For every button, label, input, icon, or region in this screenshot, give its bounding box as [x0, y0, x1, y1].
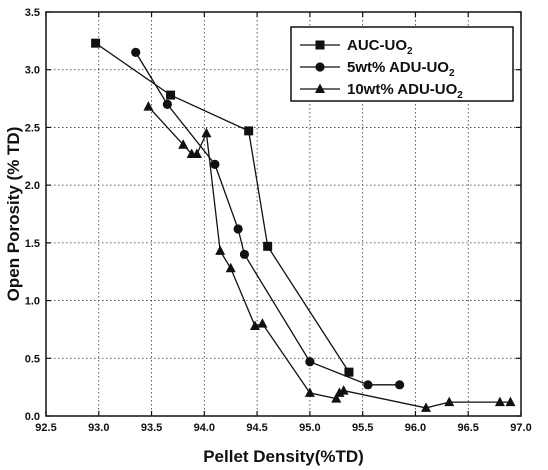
data-point: [257, 318, 268, 328]
data-point: [344, 367, 354, 377]
y-tick-label: 0.5: [25, 353, 40, 365]
data-point: [91, 38, 101, 48]
data-point: [244, 126, 254, 136]
x-axis-title: Pellet Density(%TD): [203, 447, 364, 466]
x-tick-label: 95.5: [352, 422, 373, 434]
legend-marker: [315, 62, 325, 72]
x-tick-label: 93.0: [88, 422, 109, 434]
data-point: [494, 396, 505, 407]
data-point: [331, 393, 342, 403]
series-layer: [91, 38, 516, 412]
y-tick-label: 1.0: [25, 296, 40, 308]
data-point: [363, 380, 373, 390]
x-tick-label: 94.5: [246, 422, 267, 434]
legend-subscript: 2: [449, 68, 455, 79]
legend-entry: 5wt% ADU-UO2: [300, 59, 455, 79]
plot-area: [45, 11, 522, 417]
series-triangle: [143, 101, 516, 412]
data-point: [143, 101, 154, 111]
legend-label: 5wt% ADU-UO2: [347, 59, 455, 79]
data-point: [239, 249, 250, 259]
data-point: [305, 357, 315, 367]
series-circle: [131, 47, 405, 390]
axis-ticks: 92.5 93.0 93.5 94.0 94.5 95.0 95.5 96.0 96.5 97.0…: [25, 7, 532, 434]
y-tick-label: 2.0: [25, 180, 40, 192]
data-point: [210, 159, 220, 169]
data-point: [201, 127, 212, 138]
y-tick-label: 2.5: [25, 122, 40, 134]
y-tick-label: 3.5: [25, 7, 40, 19]
series-line: [135, 52, 400, 386]
x-tick-label: 96.5: [458, 422, 479, 434]
x-tick-label: 94.0: [194, 422, 215, 434]
data-point: [166, 90, 176, 100]
x-tick-label: 92.5: [35, 422, 56, 434]
legend-subscript: 2: [457, 90, 463, 101]
series-square: [91, 38, 354, 377]
y-axis-title: Open Porosity (% TD): [4, 127, 23, 302]
x-tick-label: 96.0: [405, 422, 426, 434]
legend-entry: 10wt% ADU-UO2: [300, 81, 463, 101]
y-tick-label: 3.0: [25, 65, 40, 77]
data-point: [215, 245, 226, 255]
grid-lines: [46, 12, 521, 416]
y-tick-label: 1.5: [25, 238, 40, 250]
data-point: [505, 396, 516, 407]
legend-marker: [315, 40, 325, 50]
data-point: [444, 396, 455, 407]
data-point: [338, 385, 349, 395]
data-point: [233, 224, 243, 234]
x-tick-label: 97.0: [510, 422, 531, 434]
data-point: [162, 99, 172, 109]
data-point: [421, 402, 431, 412]
data-point: [304, 387, 315, 397]
legend-subscript: 2: [407, 46, 413, 57]
x-tick-label: 93.5: [141, 422, 162, 434]
y-tick-label: 0.0: [25, 411, 40, 423]
legend-marker: [315, 83, 325, 93]
legend-label: 10wt% ADU-UO2: [347, 81, 463, 101]
data-point: [131, 47, 141, 58]
series-line: [147, 106, 511, 409]
data-point: [225, 262, 236, 273]
x-tick-label: 95.0: [299, 422, 320, 434]
data-point: [263, 241, 273, 251]
data-point: [191, 148, 202, 158]
data-point: [395, 380, 405, 390]
legend-label: AUC-UO2: [347, 37, 413, 57]
data-point: [178, 139, 189, 149]
legend-entry: AUC-UO2: [300, 37, 413, 57]
